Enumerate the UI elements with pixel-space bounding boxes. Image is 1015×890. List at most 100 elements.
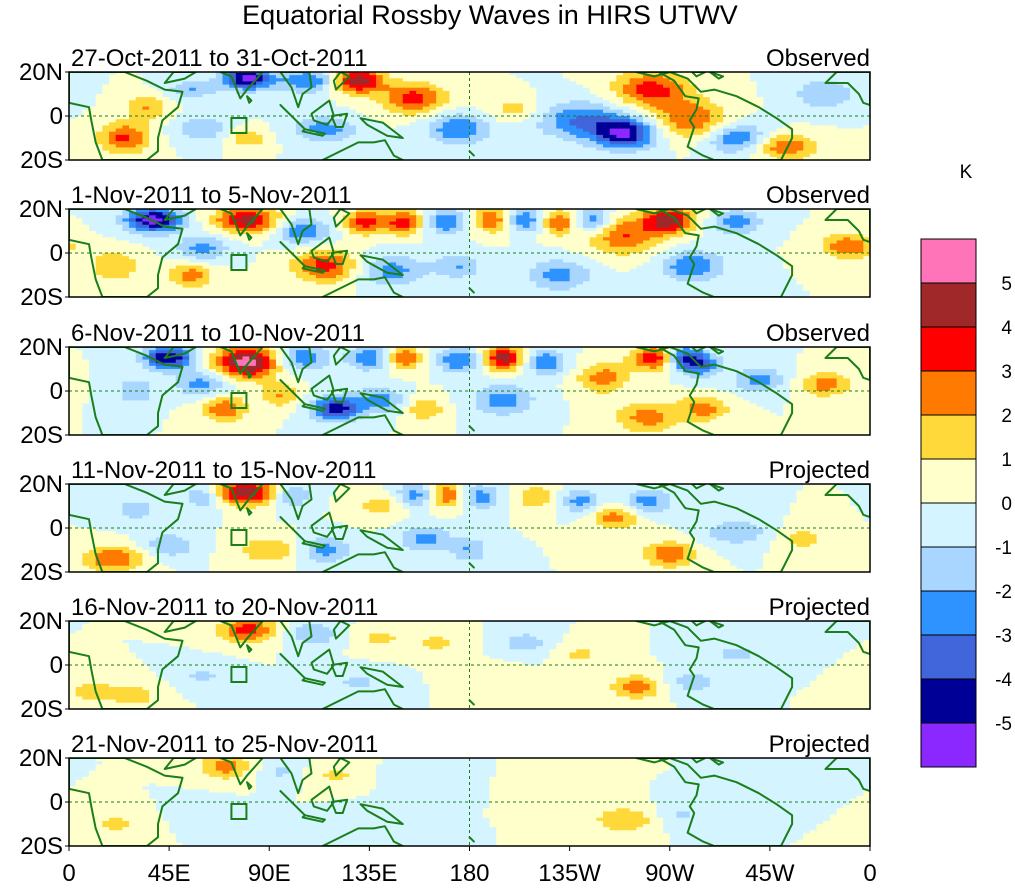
field-cell xyxy=(369,75,377,79)
field-cell xyxy=(863,147,870,152)
field-cell xyxy=(596,221,604,226)
field-cell xyxy=(155,237,164,242)
field-cell xyxy=(369,153,377,158)
field-cell xyxy=(476,119,484,123)
field-cell xyxy=(783,90,791,95)
field-cell xyxy=(89,72,97,76)
field-cell xyxy=(502,72,511,76)
field-cell xyxy=(229,249,237,254)
field-cell xyxy=(356,78,364,83)
field-cell xyxy=(836,116,844,120)
field-cell xyxy=(589,119,597,123)
field-cell xyxy=(449,150,457,155)
field-cell xyxy=(449,87,457,92)
field-cell xyxy=(696,94,704,98)
field-cell xyxy=(349,90,357,95)
field-cell xyxy=(689,144,698,149)
field-cell xyxy=(669,212,678,216)
field-cell xyxy=(416,231,424,235)
field-cell xyxy=(69,94,77,98)
field-cell xyxy=(302,112,310,117)
field-cell xyxy=(529,72,537,76)
field-cell xyxy=(215,78,224,83)
field-cell xyxy=(576,209,584,213)
field-cell xyxy=(496,75,504,79)
field-cell xyxy=(476,122,484,127)
panel-1: 27-Oct-2011 to 31-Oct-2011 Observed20N020… xyxy=(19,45,871,174)
field-cell xyxy=(496,94,504,98)
field-cell xyxy=(536,97,544,101)
field-cell xyxy=(629,90,637,95)
field-cell xyxy=(489,125,497,130)
field-cell xyxy=(649,116,657,120)
field-cell xyxy=(349,78,357,83)
field-cell xyxy=(456,218,464,223)
field-cell xyxy=(763,227,771,232)
field-cell xyxy=(442,131,451,136)
field-cell xyxy=(396,144,404,149)
field-cell xyxy=(709,234,718,238)
field-cell xyxy=(255,122,264,127)
field-cell xyxy=(729,147,738,152)
field-cell xyxy=(442,94,451,98)
field-cell xyxy=(149,231,157,235)
field-cell xyxy=(109,144,117,149)
field-cell xyxy=(623,72,631,76)
field-cell xyxy=(743,81,751,86)
field-cell xyxy=(149,78,157,83)
field-cell xyxy=(829,100,838,105)
field-cell xyxy=(229,153,237,158)
field-cell xyxy=(549,90,557,95)
field-cell xyxy=(95,84,103,89)
field-cell xyxy=(442,72,451,76)
field-cell xyxy=(282,84,290,89)
field-cell xyxy=(609,90,617,95)
field-cell xyxy=(269,221,277,226)
field-cell xyxy=(502,240,511,245)
field-cell xyxy=(416,246,424,251)
field-cell xyxy=(856,119,864,123)
field-cell xyxy=(723,94,731,98)
field-cell xyxy=(369,156,377,160)
field-cell xyxy=(849,78,858,83)
field-cell xyxy=(783,128,791,133)
field-cell xyxy=(763,231,771,235)
field-cell xyxy=(129,246,137,251)
field-cell xyxy=(155,227,164,232)
field-cell xyxy=(436,231,444,235)
field-cell xyxy=(309,221,317,226)
field-cell xyxy=(489,150,497,155)
field-cell xyxy=(783,243,791,248)
field-cell xyxy=(369,106,377,111)
field-cell xyxy=(142,147,150,152)
field-cell xyxy=(115,209,123,213)
field-cell xyxy=(689,116,698,120)
field-cell xyxy=(489,131,497,136)
field-cell xyxy=(609,131,617,136)
field-cell xyxy=(749,134,758,139)
field-cell xyxy=(222,147,230,152)
field-cell xyxy=(756,122,764,127)
field-cell xyxy=(629,243,637,248)
field-cell xyxy=(783,227,791,232)
field-cell xyxy=(636,128,644,133)
field-cell xyxy=(562,227,571,232)
field-cell xyxy=(636,109,644,114)
field-cell xyxy=(202,224,210,229)
field-cell xyxy=(589,109,597,114)
field-cell xyxy=(596,153,604,158)
field-cell xyxy=(102,218,110,223)
field-cell xyxy=(536,75,544,79)
field-cell xyxy=(582,134,591,139)
field-cell xyxy=(269,144,277,149)
field-cell xyxy=(502,224,511,229)
field-cell xyxy=(683,218,691,223)
field-cell xyxy=(129,224,137,229)
field-cell xyxy=(542,215,551,220)
field-cell xyxy=(189,227,197,232)
field-cell xyxy=(716,90,724,95)
field-cell xyxy=(102,87,110,92)
field-cell xyxy=(863,224,870,229)
field-cell xyxy=(609,106,617,111)
